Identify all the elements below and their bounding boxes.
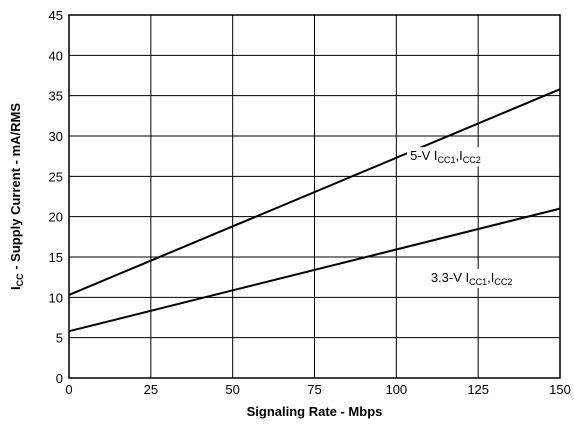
y-tick-label: 30 (49, 129, 63, 144)
grid-layer (68, 14, 561, 379)
y-axis-title-sub: CC (15, 273, 25, 286)
x-tick-label: 0 (65, 382, 72, 397)
series-label-sub1: CC1 (438, 155, 456, 165)
series-label-mid: ,I (456, 148, 463, 163)
plot-frame (68, 14, 561, 379)
y-tick-label: 20 (49, 210, 63, 225)
y-tick-label: 5 (56, 331, 63, 346)
y-tick-label: 35 (49, 89, 63, 104)
x-tick-label: 75 (307, 382, 321, 397)
y-tick-label: 25 (49, 169, 63, 184)
series-label-1: 3.3-V ICC1,ICC2 (431, 270, 513, 287)
y-tick-label: 0 (56, 371, 63, 386)
series-label-bg (407, 147, 484, 167)
y-axis-title-main: I (8, 286, 23, 290)
x-tick-label: 125 (467, 382, 489, 397)
y-tick-label: 40 (49, 48, 63, 63)
tick-layer: 0 25 50 75 100 125 150 0 5 10 15 20 25 30 35 40 45 (49, 8, 571, 397)
series-label-sub2: CC2 (463, 155, 481, 165)
series-label-sub2: CC2 (494, 277, 512, 287)
series-label-bg (427, 269, 516, 289)
series-label-prefix: 3.3-V I (431, 270, 469, 285)
x-axis-title: Signaling Rate - Mbps (247, 404, 383, 419)
y-tick-label: 15 (49, 250, 63, 265)
y-tick-label: 45 (49, 8, 63, 23)
x-tick-label: 25 (144, 382, 158, 397)
series-label-0: 5-V ICC1,ICC2 (410, 148, 481, 165)
y-tick-label: 10 (49, 290, 63, 305)
x-tick-label: 100 (385, 382, 407, 397)
series-layer (68, 88, 561, 333)
y-axis-title-rest: - Supply Current - mA/RMS (8, 103, 23, 274)
series-label-mid: ,I (487, 270, 494, 285)
series-label-prefix: 5-V I (410, 148, 437, 163)
x-tick-label: 150 (549, 382, 571, 397)
series-line-1 (68, 207, 561, 333)
series-line-0 (68, 88, 561, 296)
x-tick-label: 50 (225, 382, 239, 397)
y-axis-title: ICC - Supply Current - mA/RMS (8, 103, 25, 290)
series-label-sub1: CC1 (469, 277, 487, 287)
